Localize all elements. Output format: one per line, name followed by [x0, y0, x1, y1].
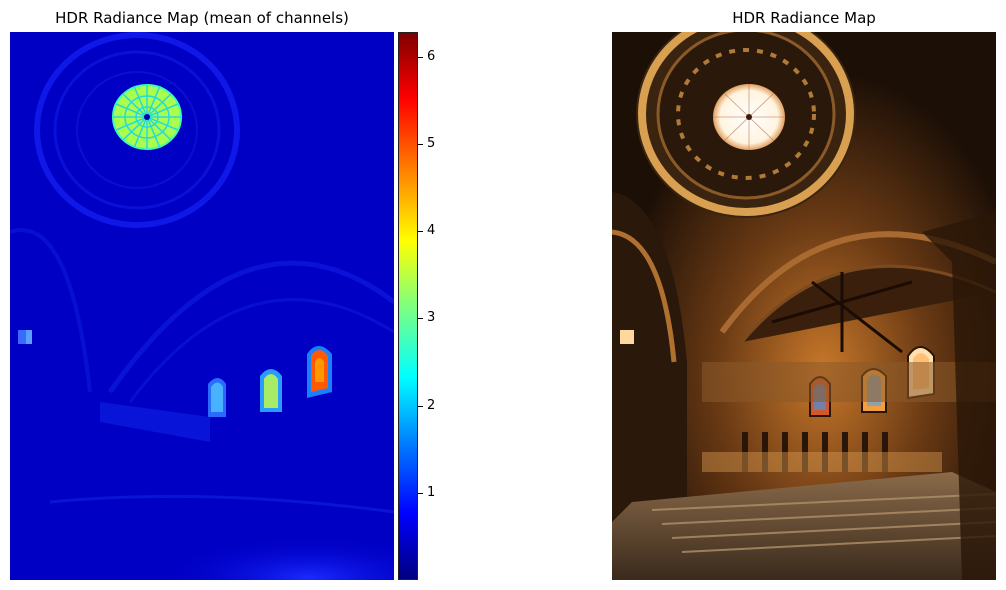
heatmap-svg — [10, 32, 394, 580]
colorbar-tick-label: 5 — [427, 136, 436, 151]
colorbar-tick — [418, 406, 423, 407]
radiance-heatmap-image — [10, 32, 394, 580]
photo-svg — [612, 32, 996, 580]
colorbar-tick — [418, 144, 423, 145]
colorbar-tick — [418, 57, 423, 58]
tonemapped-photo-image — [612, 32, 996, 580]
colorbar-tick-label: 3 — [427, 310, 436, 325]
window-hotspots — [18, 330, 332, 417]
colorbar — [398, 32, 418, 580]
left-panel-title: HDR Radiance Map (mean of channels) — [55, 9, 349, 27]
colorbar-tick-label: 1 — [427, 485, 436, 500]
arch-outline — [107, 260, 394, 394]
oculus-hotspot — [112, 84, 182, 150]
dome-outer-ring — [34, 32, 240, 228]
colorbar-tick — [418, 493, 423, 494]
colorbar-tick — [418, 318, 423, 319]
colorbar-tick-label: 6 — [427, 49, 436, 64]
colorbar-tick-label: 2 — [427, 398, 436, 413]
dome — [636, 32, 856, 218]
right-panel-title: HDR Radiance Map — [732, 9, 876, 27]
colorbar-tick-label: 4 — [427, 223, 436, 238]
altar-steps — [612, 472, 996, 580]
colorbar-tick — [418, 231, 423, 232]
